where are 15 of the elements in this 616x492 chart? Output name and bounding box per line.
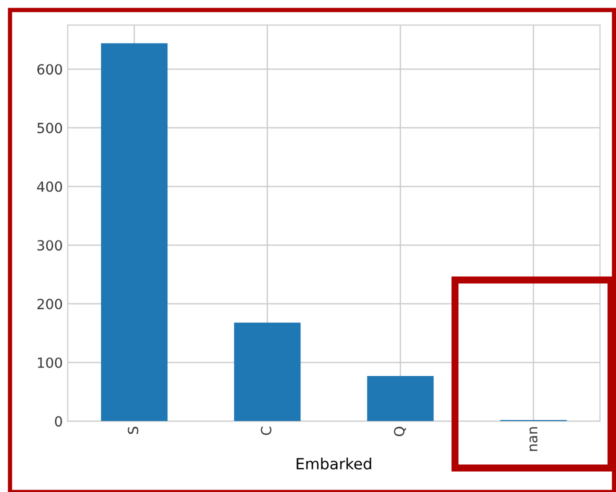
bar xyxy=(367,376,434,422)
y-tick-label: 300 xyxy=(37,240,62,251)
y-tick-label: 0 xyxy=(54,416,62,427)
y-tick-label: 400 xyxy=(37,181,62,192)
y-tick-label: 500 xyxy=(37,122,62,134)
x-tick-label: Q xyxy=(394,426,406,436)
y-tick-label: 100 xyxy=(38,357,62,368)
bar xyxy=(234,322,301,422)
bar xyxy=(101,43,168,422)
x-tick-label: S xyxy=(128,426,138,434)
x-axis-title: Embarked xyxy=(296,458,372,470)
y-tick-label: 600 xyxy=(37,64,62,75)
x-tick-label: nan xyxy=(530,427,538,451)
y-tick-label: 200 xyxy=(37,298,62,310)
x-tick-label: C xyxy=(260,426,272,435)
